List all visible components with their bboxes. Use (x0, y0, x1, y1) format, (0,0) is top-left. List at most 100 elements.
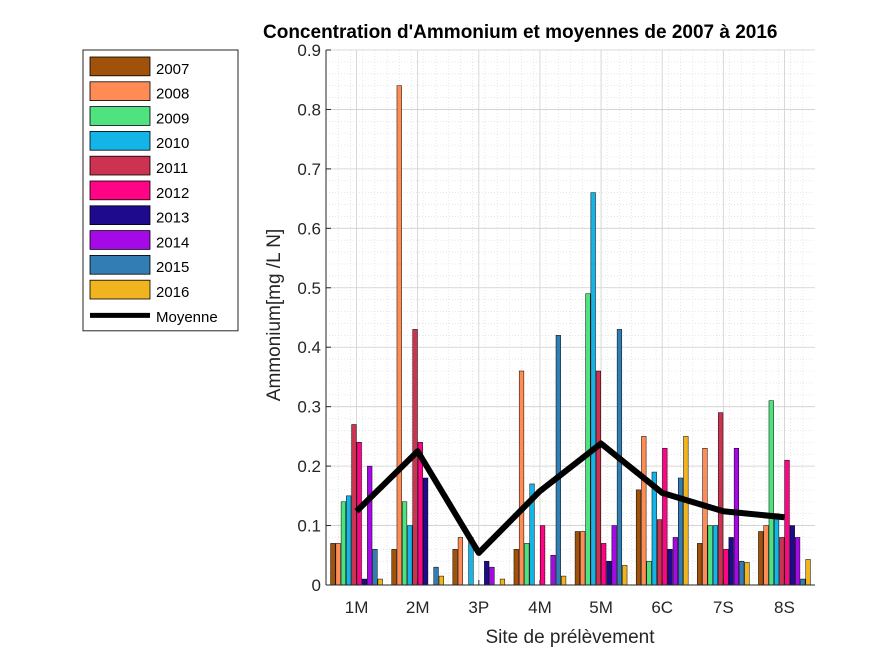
bar (340, 501, 346, 586)
bar (391, 549, 397, 586)
y-tick-label: 0.1 (297, 517, 321, 536)
y-tick-label: 0.8 (297, 100, 321, 119)
x-tick-label: 3P (468, 598, 489, 617)
bar (372, 549, 378, 586)
bar (702, 448, 708, 586)
bar (646, 560, 652, 586)
bar (611, 525, 617, 586)
legend-swatch (89, 106, 151, 126)
bar (367, 465, 373, 586)
legend-label: 2012 (156, 185, 189, 202)
y-tick-labels: 0 0.1 0.2 0.3 0.4 0.5 0.6 0.7 0.8 0.9 (297, 41, 321, 595)
legend-label: 2007 (156, 61, 189, 78)
bar (784, 459, 790, 586)
legend-label: 2016 (156, 284, 189, 301)
bar (707, 525, 713, 586)
legend-swatch (89, 155, 151, 176)
bar (601, 543, 607, 586)
bar (683, 436, 689, 586)
legend-swatch (89, 130, 151, 151)
legend-label: 2010 (156, 135, 189, 152)
bar (662, 448, 668, 586)
bar (356, 442, 362, 586)
legend-label: 2011 (156, 160, 188, 177)
mean-line-layer (354, 440, 785, 556)
bar (401, 501, 408, 586)
bar (484, 560, 490, 586)
bar (580, 531, 586, 586)
legend-label: 2014 (156, 234, 189, 251)
bar (728, 537, 734, 586)
x-axis-label: Site de prélèvement (486, 627, 656, 648)
legend-swatch (89, 180, 151, 201)
bar (396, 85, 402, 586)
legend-swatch (89, 230, 151, 250)
bar (590, 192, 596, 586)
bar (489, 566, 495, 586)
bar (335, 543, 341, 586)
bar (678, 477, 684, 586)
legend-swatch (89, 254, 151, 275)
bar (739, 560, 745, 586)
bar (377, 578, 383, 586)
bar (768, 400, 774, 586)
legend-label: Moyenne (156, 309, 218, 326)
bar (407, 525, 413, 586)
bar (452, 549, 458, 586)
y-axis-label: Ammonium[mg /L N] (264, 229, 285, 401)
bar (550, 555, 556, 586)
bar (422, 477, 429, 586)
bar (672, 537, 678, 586)
bar (433, 566, 439, 586)
y-tick-label: 0.7 (297, 160, 321, 179)
x-tick-label: 4M (528, 598, 552, 617)
bar (758, 531, 764, 586)
bar (351, 424, 357, 586)
x-tick-label: 7S (713, 598, 734, 617)
y-tick-label: 0.4 (297, 338, 321, 357)
x-tick-label: 6C (651, 598, 673, 617)
bar (555, 335, 561, 586)
bar (779, 537, 785, 586)
bar (438, 575, 444, 586)
bar (795, 537, 801, 586)
legend: 2007 2008 2009 2010 2011 2012 2013 2014 2015 2016… (82, 49, 239, 332)
bar (595, 370, 602, 586)
bar (622, 565, 628, 586)
x-tick-label: 5M (589, 598, 613, 617)
legend-swatch (89, 279, 151, 300)
bar (641, 436, 647, 586)
bar (499, 578, 506, 586)
legend-swatch (89, 56, 151, 77)
bar (361, 578, 368, 586)
axes (325, 49, 815, 586)
bar (805, 559, 811, 586)
y-tick-label: 0 (312, 576, 321, 595)
legend-label: 2013 (156, 210, 189, 227)
bar (606, 560, 612, 586)
chart-title: Concentration d'Ammonium et moyennes de … (263, 22, 778, 43)
legend-swatch (89, 81, 151, 102)
y-tick-label: 0.5 (297, 279, 321, 298)
legend-label: 2009 (156, 110, 189, 127)
bar (574, 531, 580, 586)
bar (712, 525, 719, 586)
mean-line (354, 440, 785, 556)
y-tick-label: 0.2 (297, 457, 321, 476)
legend-swatch (89, 205, 151, 226)
bar (513, 549, 519, 586)
bar (656, 519, 663, 586)
x-tick-label: 8S (774, 598, 795, 617)
x-tick-label: 1M (345, 598, 369, 617)
bar (723, 549, 729, 586)
bar (524, 543, 530, 586)
bar (346, 495, 352, 586)
bar (457, 537, 463, 586)
x-tick-label: 2M (406, 598, 430, 617)
y-tick-label: 0.6 (297, 219, 321, 238)
legend-label: 2008 (156, 86, 189, 103)
bar (667, 549, 673, 586)
legend-label: 2015 (156, 259, 189, 276)
bar (789, 525, 795, 586)
